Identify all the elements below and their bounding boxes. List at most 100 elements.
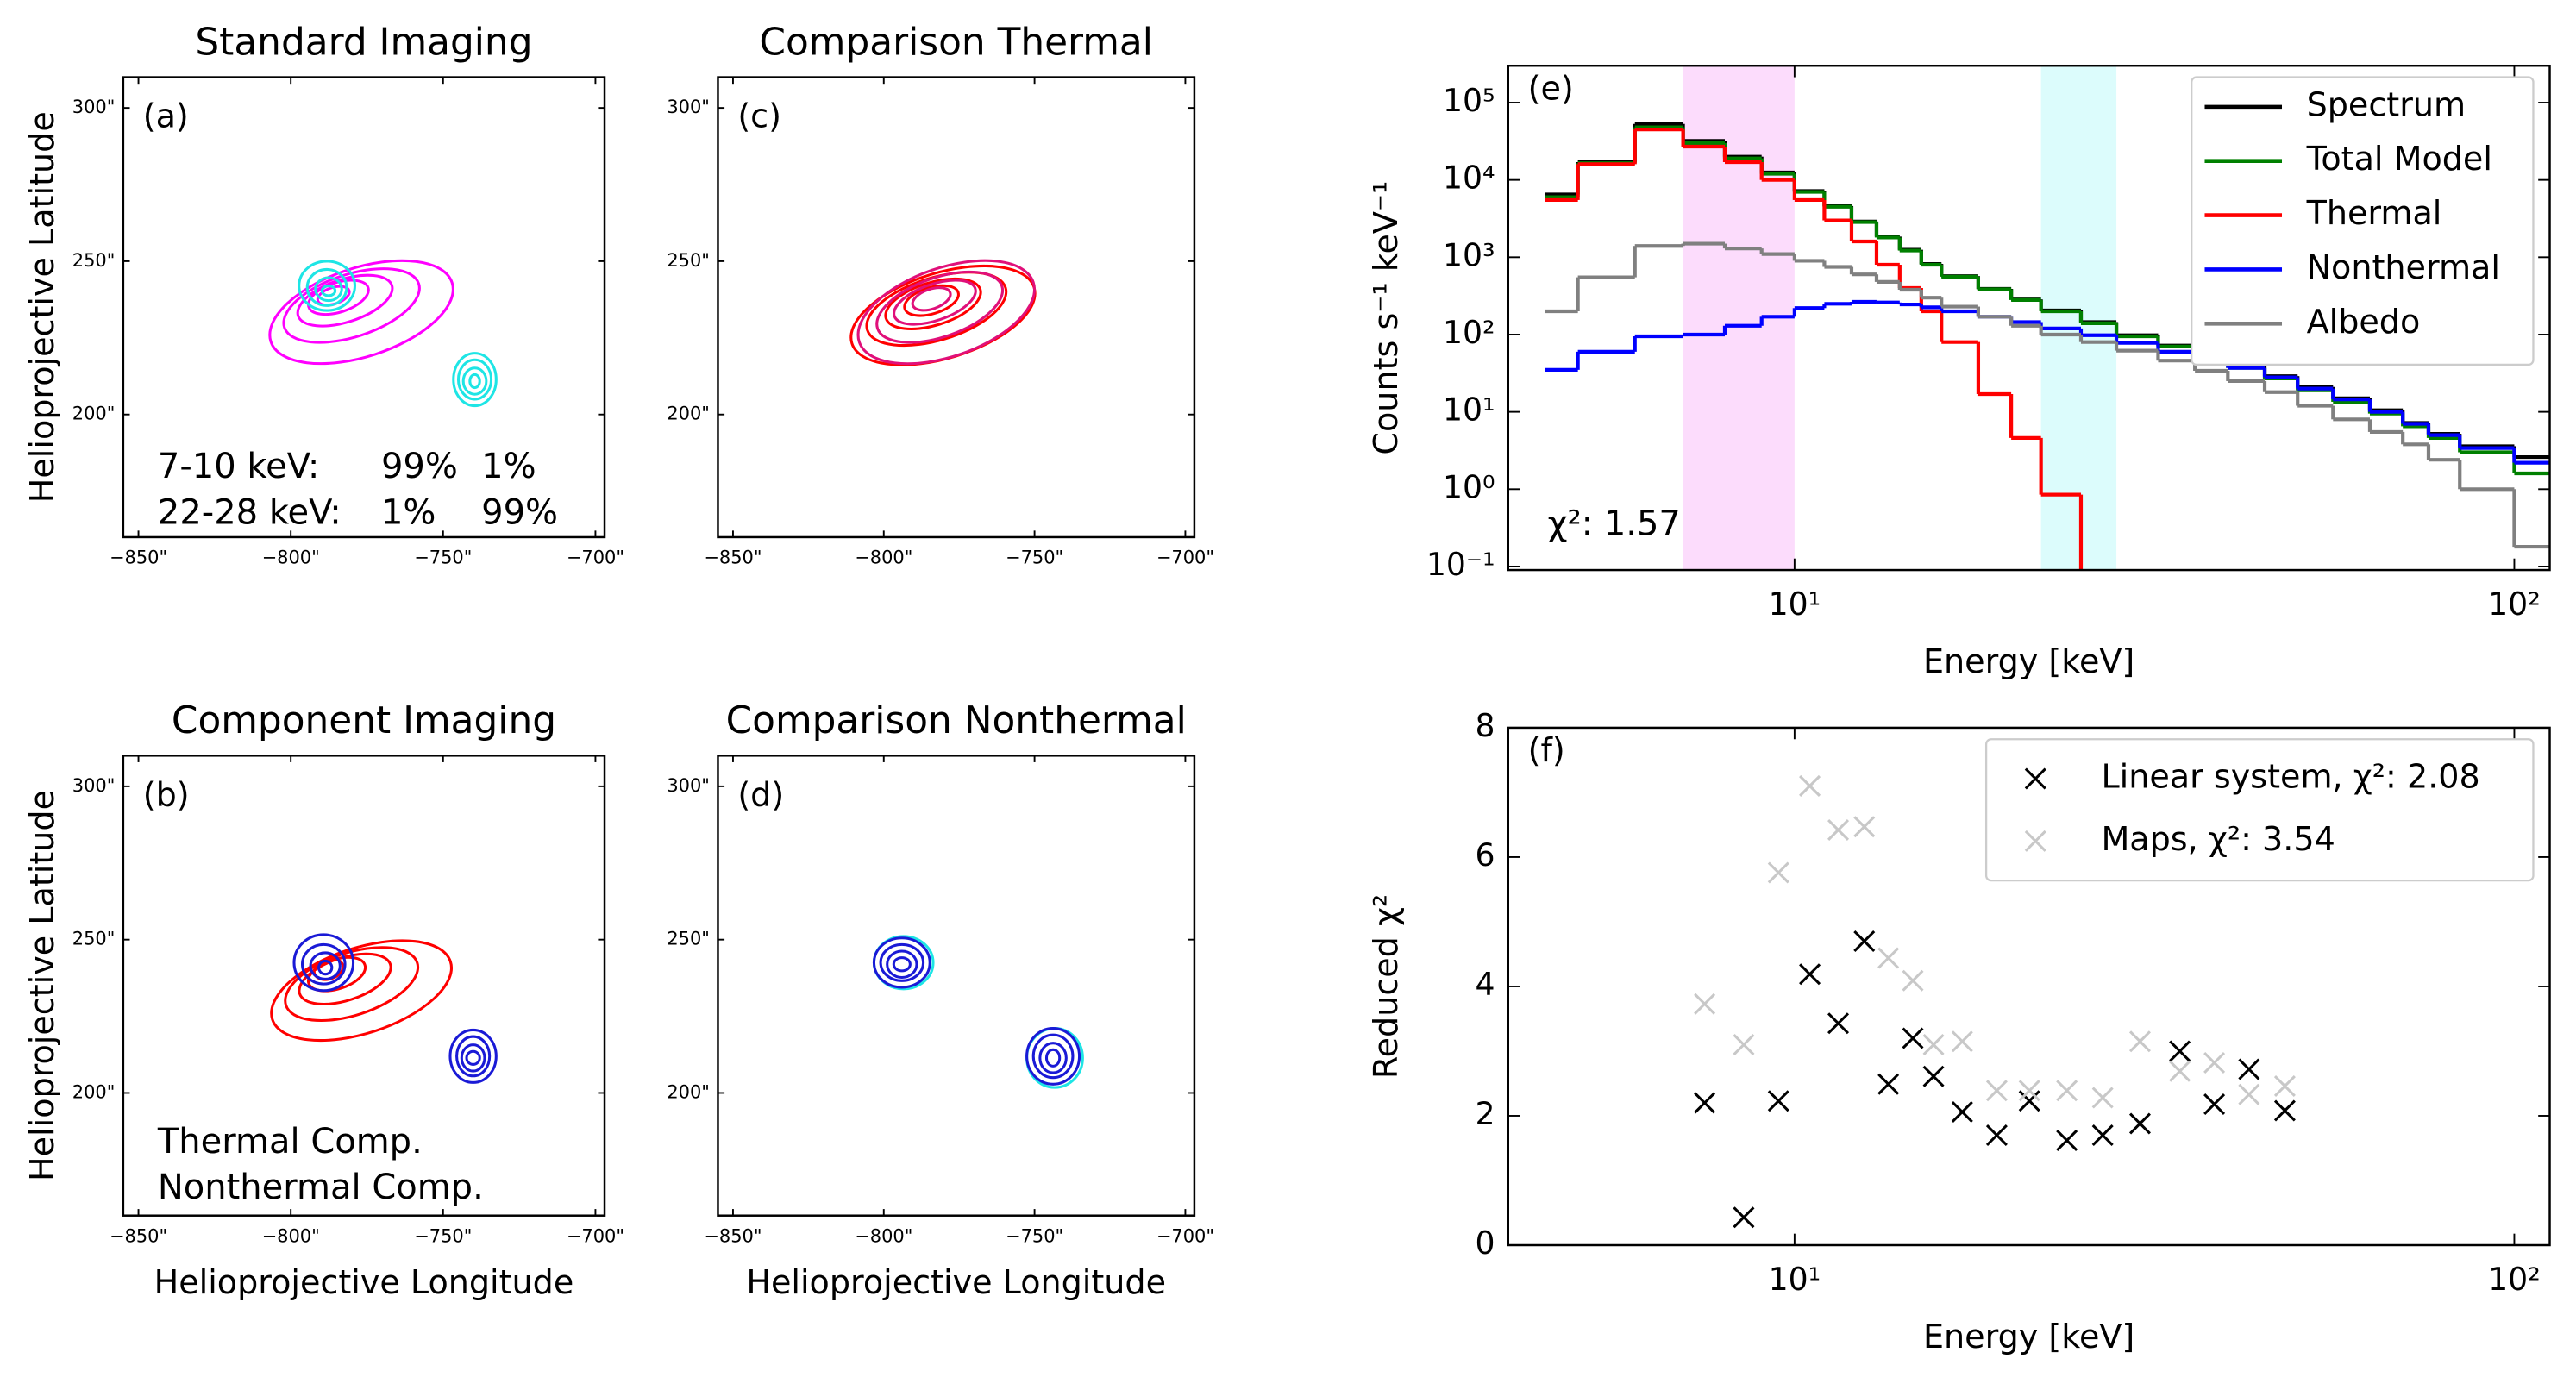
x-tick-label: 10¹ — [1769, 586, 1821, 623]
panel-title: Comparison Thermal — [759, 20, 1153, 64]
y-tick-label: 2 — [1475, 1095, 1495, 1132]
x-tick-label: −850" — [704, 1225, 762, 1246]
contour-blue — [292, 933, 498, 1084]
axes-frame — [1507, 726, 2551, 1247]
panel: 10¹ 10² 0 2 4 6 8 (f) Energy [keV] Reduced χ² Line… — [1367, 707, 2551, 1356]
point — [1922, 1033, 1945, 1055]
x-tick-label: −700" — [567, 1225, 624, 1246]
point — [1853, 816, 1876, 838]
x-tick-label: −700" — [1156, 548, 1214, 568]
annotation: 1% — [481, 447, 536, 486]
point — [1827, 818, 1850, 841]
point — [2018, 1080, 2040, 1102]
panel: −850" −800" −750" −700" 200" 250" 300" Comparis… — [667, 20, 1214, 567]
panel: 10¹ 10² 10⁻¹ 10⁰ 10¹ 10² 10³ 10⁴ 10⁵ (e) Energy [k… — [1367, 64, 2551, 680]
y-tick-label: 4 — [1475, 966, 1495, 1003]
annotation: 1% — [381, 492, 436, 532]
point — [2169, 1040, 2191, 1062]
point — [1694, 1092, 1716, 1114]
panel-title: Component Imaging — [172, 698, 556, 742]
plot-area — [1545, 66, 2550, 571]
axes-frame — [122, 755, 606, 1217]
point — [1767, 861, 1789, 884]
legend-box — [1984, 738, 2535, 882]
x-tick-label: −850" — [704, 548, 762, 568]
point — [2091, 1124, 2114, 1146]
point — [1985, 1080, 2008, 1102]
point — [1799, 963, 1821, 986]
y-axis-label: Helioprojective Latitude — [23, 790, 61, 1181]
y-tick-label: 10¹ — [1443, 391, 1495, 429]
y-tick-label: 10⁻¹ — [1426, 546, 1495, 583]
point — [1951, 1030, 1973, 1053]
y-tick-label: 10⁵ — [1443, 82, 1495, 119]
panel-label: (d) — [737, 775, 784, 813]
x-tick-label: −750" — [414, 548, 472, 568]
contour-magenta — [856, 259, 1037, 366]
y-tick-label: 10² — [1443, 314, 1495, 351]
point — [2091, 1087, 2114, 1109]
annotation: Nonthermal Comp. — [158, 1168, 484, 1207]
point — [2056, 1129, 2078, 1151]
point — [2128, 1112, 2151, 1135]
x-tick-label: 10¹ — [1769, 1261, 1821, 1298]
panel-label: (b) — [143, 775, 190, 813]
panel-label: (c) — [737, 97, 781, 135]
y-tick-label: 200" — [72, 1081, 116, 1102]
point — [1951, 1100, 1973, 1123]
y-tick-label: 200" — [72, 404, 116, 424]
point — [1902, 969, 1924, 992]
panel-title: Standard Imaging — [195, 20, 532, 64]
x-axis-label: Helioprojective Longitude — [746, 1263, 1166, 1301]
point — [2273, 1099, 2296, 1122]
y-tick-label: 6 — [1475, 836, 1495, 874]
point — [1733, 1033, 1755, 1055]
x-tick-label: −800" — [855, 548, 912, 568]
y-tick-label: 250" — [72, 250, 116, 271]
point — [2238, 1083, 2260, 1105]
x-tick-label: 10² — [2488, 1261, 2541, 1298]
point — [1733, 1206, 1755, 1229]
x-tick-label: −800" — [262, 1225, 320, 1246]
panel-title: Comparison Nonthermal — [726, 698, 1187, 742]
point — [2203, 1093, 2226, 1115]
y-axis-label: Helioprojective Latitude — [23, 111, 61, 503]
contour-blue — [872, 936, 1081, 1086]
plot-area — [1694, 774, 2296, 1229]
point — [1877, 1073, 1900, 1095]
y-tick-label: 10⁰ — [1443, 468, 1495, 505]
contours-b — [270, 933, 498, 1084]
legend-label: Total Model — [2306, 140, 2492, 178]
axes-frame — [1507, 64, 2551, 572]
axes-frame — [122, 76, 606, 539]
y-tick-label: 10³ — [1443, 236, 1495, 273]
x-tick-label: −700" — [567, 548, 624, 568]
point — [2203, 1051, 2226, 1074]
panel-label: (a) — [143, 97, 189, 135]
panel: −850" −800" −750" −700" 200" 250" 300" Comparis… — [667, 698, 1214, 1301]
point — [2238, 1058, 2260, 1080]
x-tick-label: 10² — [2488, 586, 2541, 623]
x-tick-label: −700" — [1156, 1225, 1214, 1246]
x-tick-label: −850" — [110, 1225, 167, 1246]
axes-frame — [717, 76, 1196, 539]
y-tick-label: 300" — [72, 775, 116, 796]
point — [1877, 947, 1900, 969]
y-tick-label: 8 — [1475, 707, 1495, 744]
point — [2056, 1080, 2078, 1102]
point — [2169, 1060, 2191, 1082]
y-tick-label: 300" — [667, 775, 710, 796]
y-tick-label: 250" — [72, 929, 116, 949]
panel: −850" −800" −750" −700" 200" 250" 300" Componen… — [23, 698, 624, 1301]
annotation: χ²: 1.57 — [1547, 504, 1680, 544]
annotation: 7-10 keV: — [158, 447, 319, 486]
contours-d — [872, 935, 1084, 1089]
y-tick-label: 0 — [1475, 1224, 1495, 1262]
axes-frame — [717, 755, 1196, 1217]
legend-label: Albedo — [2307, 303, 2421, 341]
contour-magenta — [268, 259, 454, 366]
x-axis-label: Helioprojective Longitude — [154, 1263, 574, 1301]
y-tick-label: 10⁴ — [1443, 160, 1495, 197]
